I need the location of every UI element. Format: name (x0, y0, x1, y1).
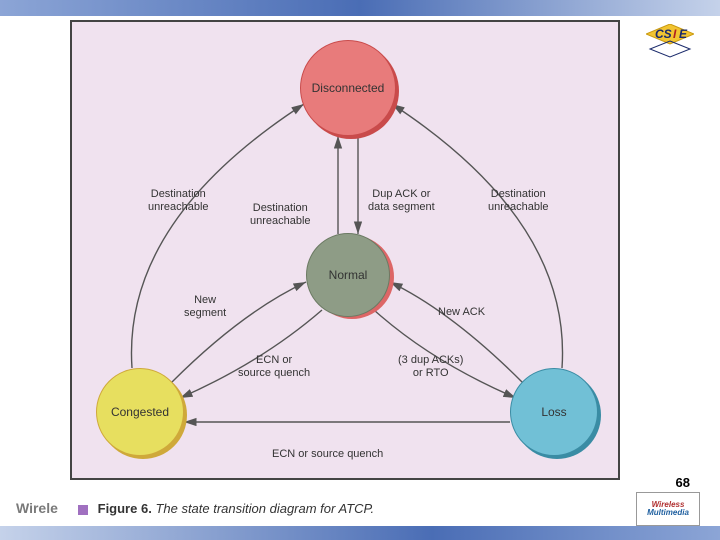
svg-text:E: E (679, 27, 688, 41)
edge-loss-disconnected (392, 104, 563, 368)
edge-label: Destinationunreachable (148, 188, 209, 214)
edge-label: Destinationunreachable (488, 188, 549, 214)
edge-label: ECN orsource quench (238, 354, 310, 380)
csie-logo: CS I E (646, 24, 694, 58)
edge-label: Newsegment (184, 294, 226, 320)
node-label: Congested (111, 405, 169, 419)
node-label: Disconnected (312, 81, 385, 95)
figure-caption: Figure 6. The state transition diagram f… (78, 501, 374, 516)
edge-label: New ACK (438, 306, 485, 319)
node-disconnected: Disconnected (300, 40, 396, 136)
edge-label: (3 dup ACKs)or RTO (398, 354, 463, 380)
edge-congested-disconnected (131, 104, 304, 368)
node-label: Loss (541, 405, 566, 419)
node-label: Normal (329, 268, 368, 282)
node-loss: Loss (510, 368, 598, 456)
caption-text: The state transition diagram for ATCP. (155, 501, 374, 516)
node-normal: Normal (306, 233, 390, 317)
wm-logo-line2: Multimedia (647, 509, 689, 517)
bottom-bar (0, 526, 720, 540)
svg-text:CS: CS (655, 27, 672, 41)
edge-label: ECN or source quench (272, 448, 383, 461)
caption-square-icon (78, 505, 88, 515)
state-diagram: Disconnected Normal Congested Loss Desti… (70, 20, 620, 480)
edge-label: Dup ACK ordata segment (368, 188, 435, 214)
top-bar (0, 0, 720, 16)
caption-label: Figure 6. (98, 501, 152, 516)
edge-label: Destinationunreachable (250, 202, 311, 228)
footer-left-text: Wirele (16, 500, 58, 516)
node-congested: Congested (96, 368, 184, 456)
page-number: 68 (676, 475, 690, 490)
wireless-multimedia-logo: Wireless Multimedia (636, 492, 700, 526)
